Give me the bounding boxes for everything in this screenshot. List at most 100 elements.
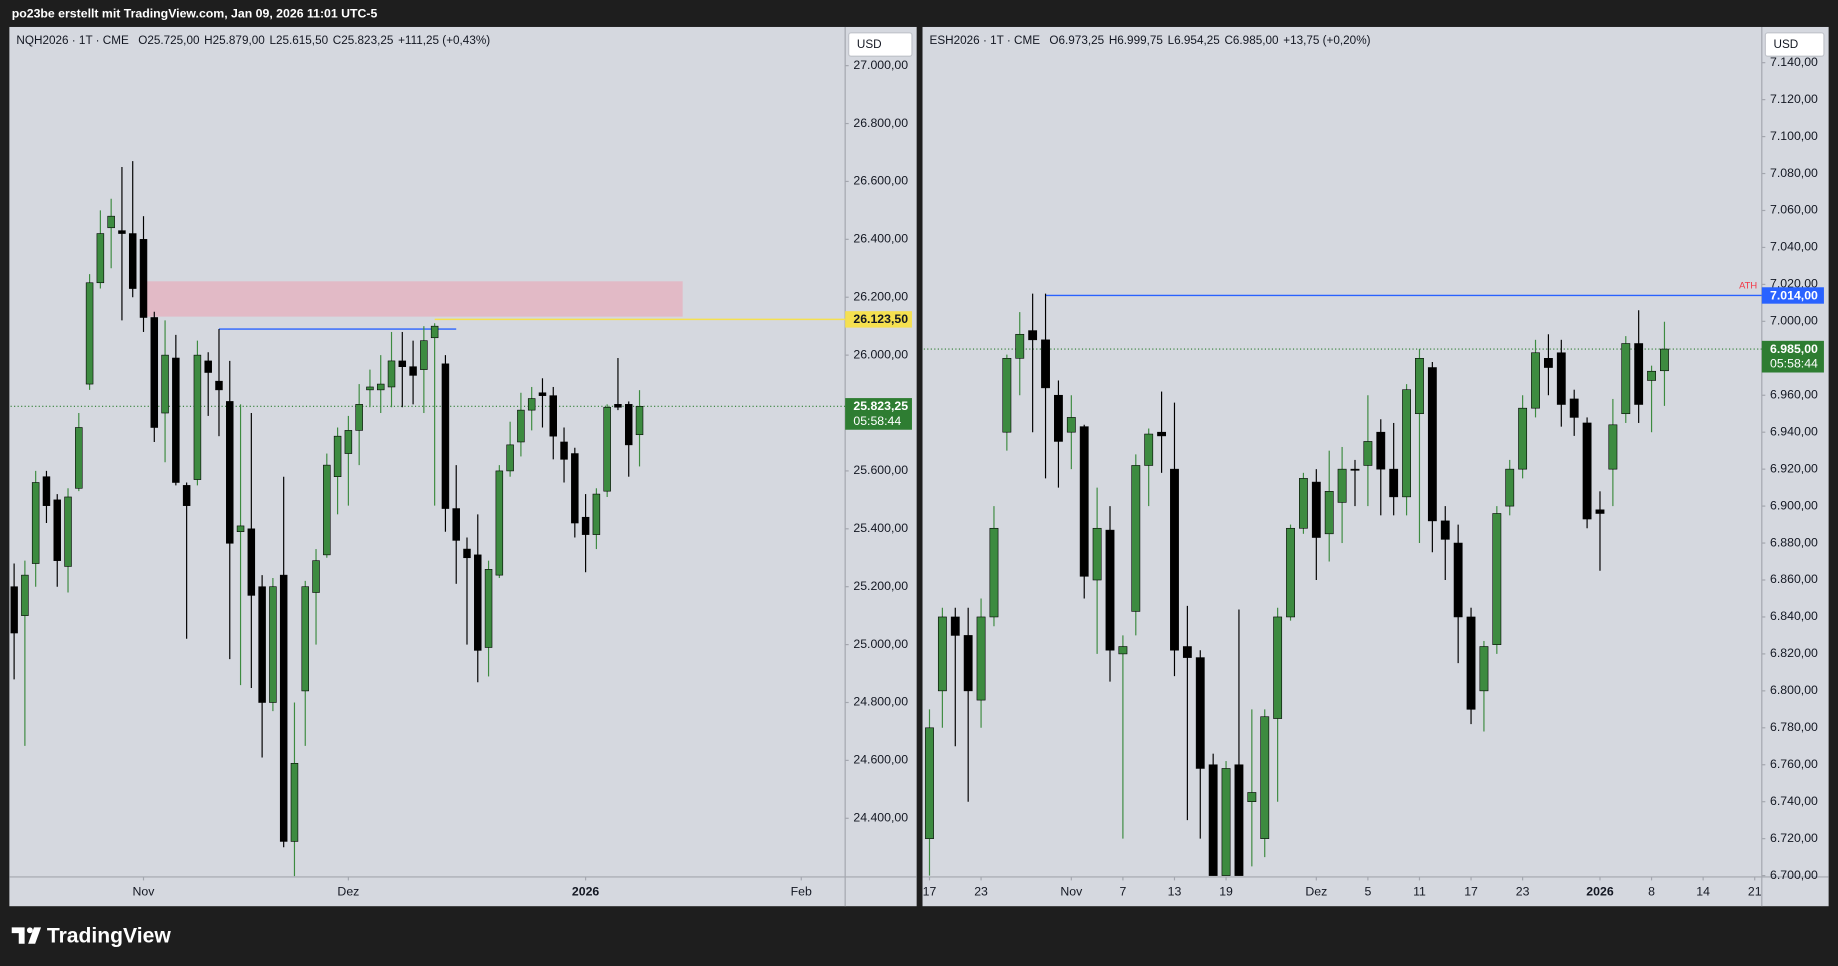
candle-body	[1337, 468, 1347, 503]
x-tick-label: Dez	[1305, 884, 1327, 898]
y-tick-label: 6.920,00	[1770, 461, 1818, 475]
candle-body	[1621, 343, 1631, 415]
candle-body	[1208, 764, 1218, 876]
candle-body	[1247, 792, 1257, 803]
candle-body	[1286, 527, 1295, 618]
candle-body	[1299, 478, 1308, 529]
x-tick-label: 23	[1516, 884, 1530, 898]
legend-item: C6.985,00	[1224, 34, 1279, 47]
candle-body	[31, 482, 40, 564]
x-tick-label: 17	[923, 884, 937, 898]
logo-icon	[26, 927, 33, 934]
pane	[9, 26, 917, 907]
candle-body	[571, 453, 579, 524]
logo: TradingView	[11, 924, 171, 947]
candle-body	[484, 569, 493, 648]
candle-body	[21, 574, 29, 616]
candle-body	[1595, 509, 1605, 514]
candle-body	[1569, 398, 1579, 418]
plot	[10, 161, 846, 877]
candle-body	[452, 508, 460, 541]
candle-body	[258, 586, 266, 703]
candle-body	[603, 406, 611, 492]
y-tick-label: 7.100,00	[1770, 129, 1818, 143]
candle-body	[1402, 389, 1411, 498]
y-tick-label: 6.700,00	[1770, 868, 1818, 882]
currency-box	[1764, 32, 1825, 57]
legend-item: O25.725,00	[138, 34, 200, 47]
legend-item: L6.954,25	[1168, 34, 1221, 47]
candle-body	[517, 409, 525, 443]
legend-item: +111,25 (+0,43%)	[398, 34, 490, 47]
candle-body	[506, 444, 514, 472]
candle-body	[1311, 481, 1321, 538]
candle-body	[107, 215, 115, 229]
y-tick-label: 25.000,00	[853, 637, 908, 651]
legend-item: C25.823,25	[333, 34, 394, 47]
candle-body	[215, 380, 223, 391]
candle-body	[1260, 716, 1270, 839]
candle-body	[204, 360, 212, 373]
candle-body	[323, 464, 331, 556]
y-tick-label: 7.060,00	[1770, 203, 1818, 217]
y-tick-label: 7.020,00	[1770, 277, 1818, 291]
x-tick-label: Nov	[1060, 884, 1083, 898]
pane	[922, 26, 1829, 907]
candle-body	[950, 616, 960, 636]
candle-body	[441, 363, 450, 509]
x-tick-label: 8	[1648, 884, 1655, 898]
candle-body	[1041, 339, 1050, 389]
candle-body	[989, 527, 999, 618]
last-price-box	[1761, 340, 1824, 373]
y-tick-label: 6.840,00	[1770, 609, 1818, 623]
candle-body	[635, 405, 644, 436]
candle-body	[312, 560, 320, 593]
candle-body	[527, 398, 536, 411]
candle-body	[937, 616, 947, 692]
candle-body	[1556, 352, 1566, 405]
candle-body	[1028, 330, 1038, 341]
candle-body	[118, 230, 126, 234]
candle-body	[592, 493, 601, 535]
candle-body	[538, 392, 547, 396]
x-tick-label: Feb	[791, 884, 812, 898]
y-tick-label: 24.600,00	[853, 753, 908, 767]
y-tick-label: 6.940,00	[1770, 424, 1818, 438]
x-tick-label: Nov	[133, 884, 156, 898]
candle-body	[1350, 468, 1360, 471]
y-tick-label: 26.600,00	[853, 174, 908, 188]
candle-body	[1234, 764, 1244, 876]
candle-body	[1118, 646, 1128, 655]
candle-body	[1324, 491, 1334, 535]
x-tick-label: Dez	[337, 884, 359, 898]
candle-body	[128, 233, 137, 289]
y-tick-label: 6.720,00	[1770, 831, 1818, 845]
x-tick-label: 14	[1696, 884, 1710, 898]
candle-body	[1376, 431, 1386, 470]
candle-body	[269, 586, 277, 703]
legend: ESH2026 · 1T · CME O6.973,25 H6.999,75 L6.9…	[930, 34, 1371, 47]
candle-body	[398, 360, 407, 367]
legend: NQH2026 · 1T · CME O25.725,00 H25.879,00 L2…	[16, 34, 490, 47]
candle-body	[301, 586, 309, 692]
candle-body	[1054, 394, 1063, 442]
y-tick-label: 26.800,00	[853, 116, 908, 130]
y-tick-label: 25.600,00	[853, 463, 908, 477]
y-tick-label: 7.040,00	[1770, 240, 1818, 254]
legend-item: NQH2026 · 1T · CME	[16, 34, 129, 47]
candle-body	[387, 360, 396, 388]
candle-body	[614, 404, 622, 408]
candle-body	[1182, 646, 1192, 658]
candle-body	[290, 762, 299, 842]
price-label: 7.014,00	[1770, 288, 1818, 302]
candle-body	[1389, 468, 1399, 498]
candle-body	[1518, 407, 1528, 470]
x-tick-label: 17	[1464, 884, 1478, 898]
candle-body	[1479, 646, 1489, 692]
legend-item: ESH2026 · 1T · CME	[930, 34, 1041, 47]
candle-body	[1015, 333, 1025, 359]
header: po23be erstellt mit TradingView.com, Jan…	[12, 6, 378, 20]
candle-body	[1157, 431, 1167, 437]
y-tick-label: 6.900,00	[1770, 498, 1818, 512]
